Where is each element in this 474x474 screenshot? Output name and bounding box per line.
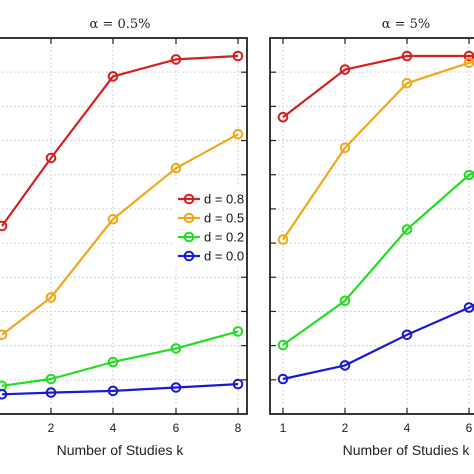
data-point (107, 356, 119, 368)
x-tick-labels: 2 4 6 8 (48, 421, 242, 435)
data-point (107, 213, 119, 225)
series-d-0-0 (277, 302, 474, 385)
series-line (282, 171, 474, 346)
data-point (170, 382, 182, 393)
data-point (45, 292, 57, 303)
data-point (401, 77, 413, 89)
x-tick-label: 6 (173, 421, 180, 435)
x-tick-label: 2 (48, 421, 55, 435)
series-line (282, 303, 474, 381)
data-point (401, 329, 413, 341)
data-point (170, 54, 182, 65)
data-point (170, 343, 182, 354)
panel-alpha-0-5: α = 0.5% 2 4 6 8 Number of Studies k d = 0.… (0, 17, 248, 458)
series-d-0-5 (277, 57, 474, 245)
data-point (463, 169, 474, 181)
series-d-0-2 (277, 169, 474, 351)
legend-marker (183, 231, 195, 243)
x-tick-label: 8 (235, 421, 242, 435)
series-line (1, 383, 239, 396)
data-point (401, 224, 413, 235)
series-line (282, 54, 474, 119)
data-point (277, 111, 289, 123)
legend-item: d = 0.8 (178, 192, 244, 207)
data-point (107, 385, 119, 397)
data-point (463, 50, 474, 62)
legend-marker (183, 250, 195, 262)
legend-label: d = 0.0 (204, 249, 244, 264)
data-point (339, 295, 351, 307)
data-point (339, 64, 351, 75)
x-tick-label: 2 (342, 421, 349, 435)
data-point (232, 50, 244, 62)
series-group (277, 50, 474, 385)
legend-label: d = 0.5 (204, 211, 244, 226)
legend-marker (183, 193, 195, 205)
series-d-0-0 (0, 378, 244, 400)
data-point (45, 387, 57, 398)
panel-alpha-5: α = 5% 1 2 4 6 Number of Studies k (269, 17, 474, 458)
data-point (339, 360, 351, 371)
x-tick-label: 4 (110, 421, 117, 435)
x-tick-label: 4 (404, 421, 411, 435)
legend: d = 0.8 d = 0.5 d = 0.2 d = 0.0 (174, 187, 246, 267)
data-point (232, 128, 244, 140)
data-point (170, 162, 182, 174)
data-point (277, 373, 289, 385)
data-point (0, 380, 8, 392)
data-point (277, 339, 289, 351)
legend-marker (183, 212, 195, 224)
series-d-0-8 (0, 50, 244, 232)
data-point (0, 220, 8, 232)
legend-label: d = 0.8 (204, 192, 244, 207)
x-axis-label: Number of Studies k (57, 442, 185, 458)
legend-item: d = 0.0 (178, 249, 244, 264)
series-d-0-2 (0, 326, 244, 392)
panel-title: α = 5% (382, 17, 431, 32)
data-point (0, 329, 8, 341)
series-group (0, 50, 244, 400)
data-point (0, 389, 8, 400)
data-point (232, 326, 244, 337)
plot-frame (269, 37, 474, 415)
legend-item: d = 0.5 (178, 211, 244, 226)
data-point (45, 152, 57, 164)
x-tick-label: 6 (466, 421, 473, 435)
data-point (277, 234, 289, 245)
plot-frame (0, 37, 248, 415)
series-line (1, 54, 239, 227)
data-point (339, 142, 351, 154)
data-point (463, 302, 474, 313)
tick-marks (270, 38, 470, 414)
data-point (463, 57, 474, 69)
grid-lines (270, 38, 474, 414)
data-point (232, 378, 244, 390)
data-point (45, 373, 57, 385)
series-line (1, 330, 239, 387)
data-point (107, 71, 119, 82)
series-d-0-8 (277, 50, 474, 123)
data-point (401, 50, 413, 62)
series-line (282, 61, 474, 241)
x-tick-label: 1 (280, 421, 287, 435)
series-line (1, 133, 239, 336)
x-tick-labels: 1 2 4 6 (280, 421, 473, 435)
x-axis-label: Number of Studies k (343, 442, 471, 458)
panel-title: α = 0.5% (90, 17, 151, 32)
legend-label: d = 0.2 (204, 230, 244, 245)
series-d-0-5 (0, 128, 244, 341)
legend-item: d = 0.2 (178, 230, 244, 245)
